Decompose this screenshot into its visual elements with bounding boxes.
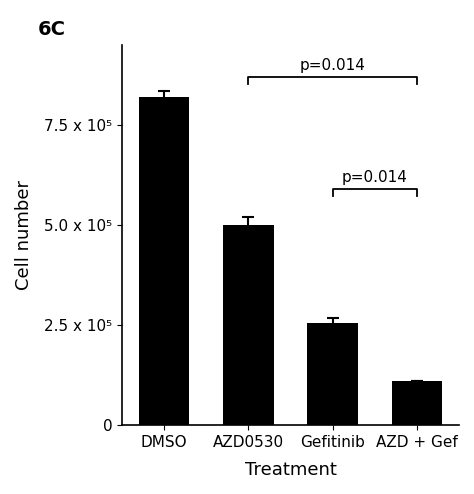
Bar	[392, 381, 442, 425]
Bar	[139, 97, 190, 425]
Y-axis label: Cell number: Cell number	[15, 180, 33, 290]
Bar	[307, 323, 358, 425]
Text: p=0.014: p=0.014	[300, 58, 365, 73]
Text: p=0.014: p=0.014	[342, 170, 408, 185]
Text: 6C: 6C	[38, 20, 66, 39]
Bar	[223, 225, 273, 425]
X-axis label: Treatment: Treatment	[245, 461, 337, 479]
